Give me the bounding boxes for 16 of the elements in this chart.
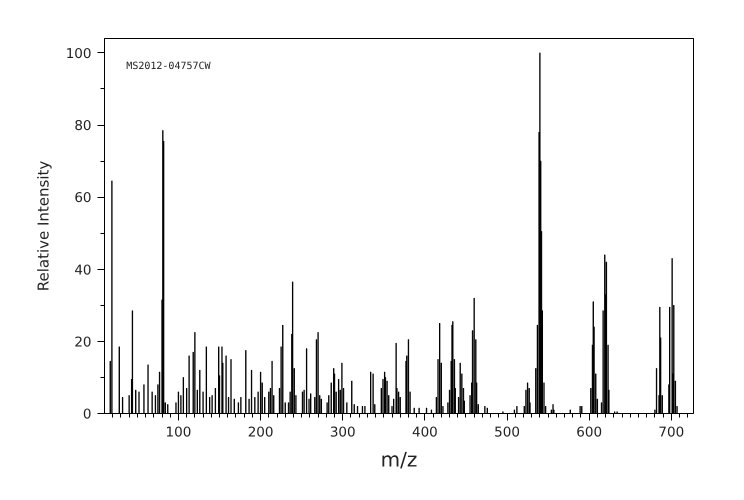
y-tick-label: 40: [74, 262, 92, 278]
y-tick-label: 80: [74, 118, 92, 134]
y-tick-label: 0: [82, 406, 92, 422]
x-axis-title: m/z: [380, 448, 418, 472]
x-tick-label: 600: [576, 424, 602, 440]
x-tick-label: 400: [412, 424, 438, 440]
x-tick-label: 500: [494, 424, 520, 440]
annotation: MS2012-04757CW: [126, 61, 212, 72]
y-tick-label: 100: [66, 46, 92, 62]
y-tick-label: 60: [74, 190, 92, 206]
x-tick-label: 100: [166, 424, 192, 440]
y-tick-label: 20: [74, 334, 92, 350]
x-tick-label: 300: [330, 424, 356, 440]
x-tick-label: 200: [248, 424, 274, 440]
y-axis-title: Relative Intensity: [34, 160, 53, 292]
x-tick-label: 700: [658, 424, 684, 440]
